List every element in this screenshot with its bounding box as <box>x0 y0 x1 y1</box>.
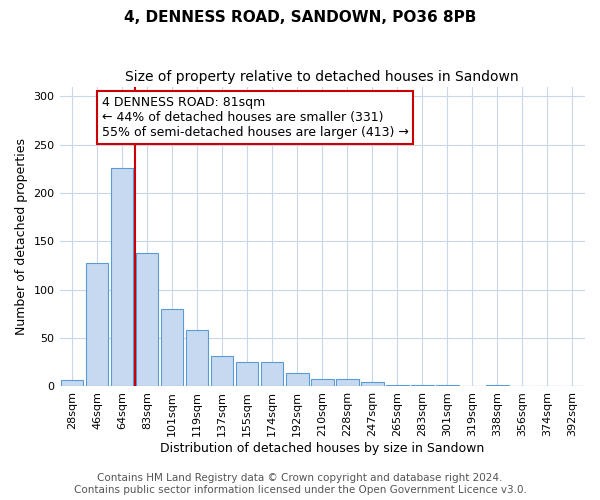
Bar <box>361 382 383 386</box>
Bar <box>261 362 283 386</box>
Text: 4 DENNESS ROAD: 81sqm
← 44% of detached houses are smaller (331)
55% of semi-det: 4 DENNESS ROAD: 81sqm ← 44% of detached … <box>101 96 409 138</box>
Bar <box>386 384 409 386</box>
Y-axis label: Number of detached properties: Number of detached properties <box>15 138 28 335</box>
Bar <box>236 362 259 386</box>
Bar <box>311 378 334 386</box>
Bar <box>86 262 109 386</box>
Bar <box>286 373 308 386</box>
X-axis label: Distribution of detached houses by size in Sandown: Distribution of detached houses by size … <box>160 442 484 455</box>
Text: 4, DENNESS ROAD, SANDOWN, PO36 8PB: 4, DENNESS ROAD, SANDOWN, PO36 8PB <box>124 10 476 25</box>
Bar <box>211 356 233 386</box>
Title: Size of property relative to detached houses in Sandown: Size of property relative to detached ho… <box>125 70 519 84</box>
Bar <box>186 330 208 386</box>
Bar <box>336 378 359 386</box>
Bar <box>136 253 158 386</box>
Text: Contains HM Land Registry data © Crown copyright and database right 2024.
Contai: Contains HM Land Registry data © Crown c… <box>74 474 526 495</box>
Bar <box>61 380 83 386</box>
Bar <box>161 309 184 386</box>
Bar <box>111 168 133 386</box>
